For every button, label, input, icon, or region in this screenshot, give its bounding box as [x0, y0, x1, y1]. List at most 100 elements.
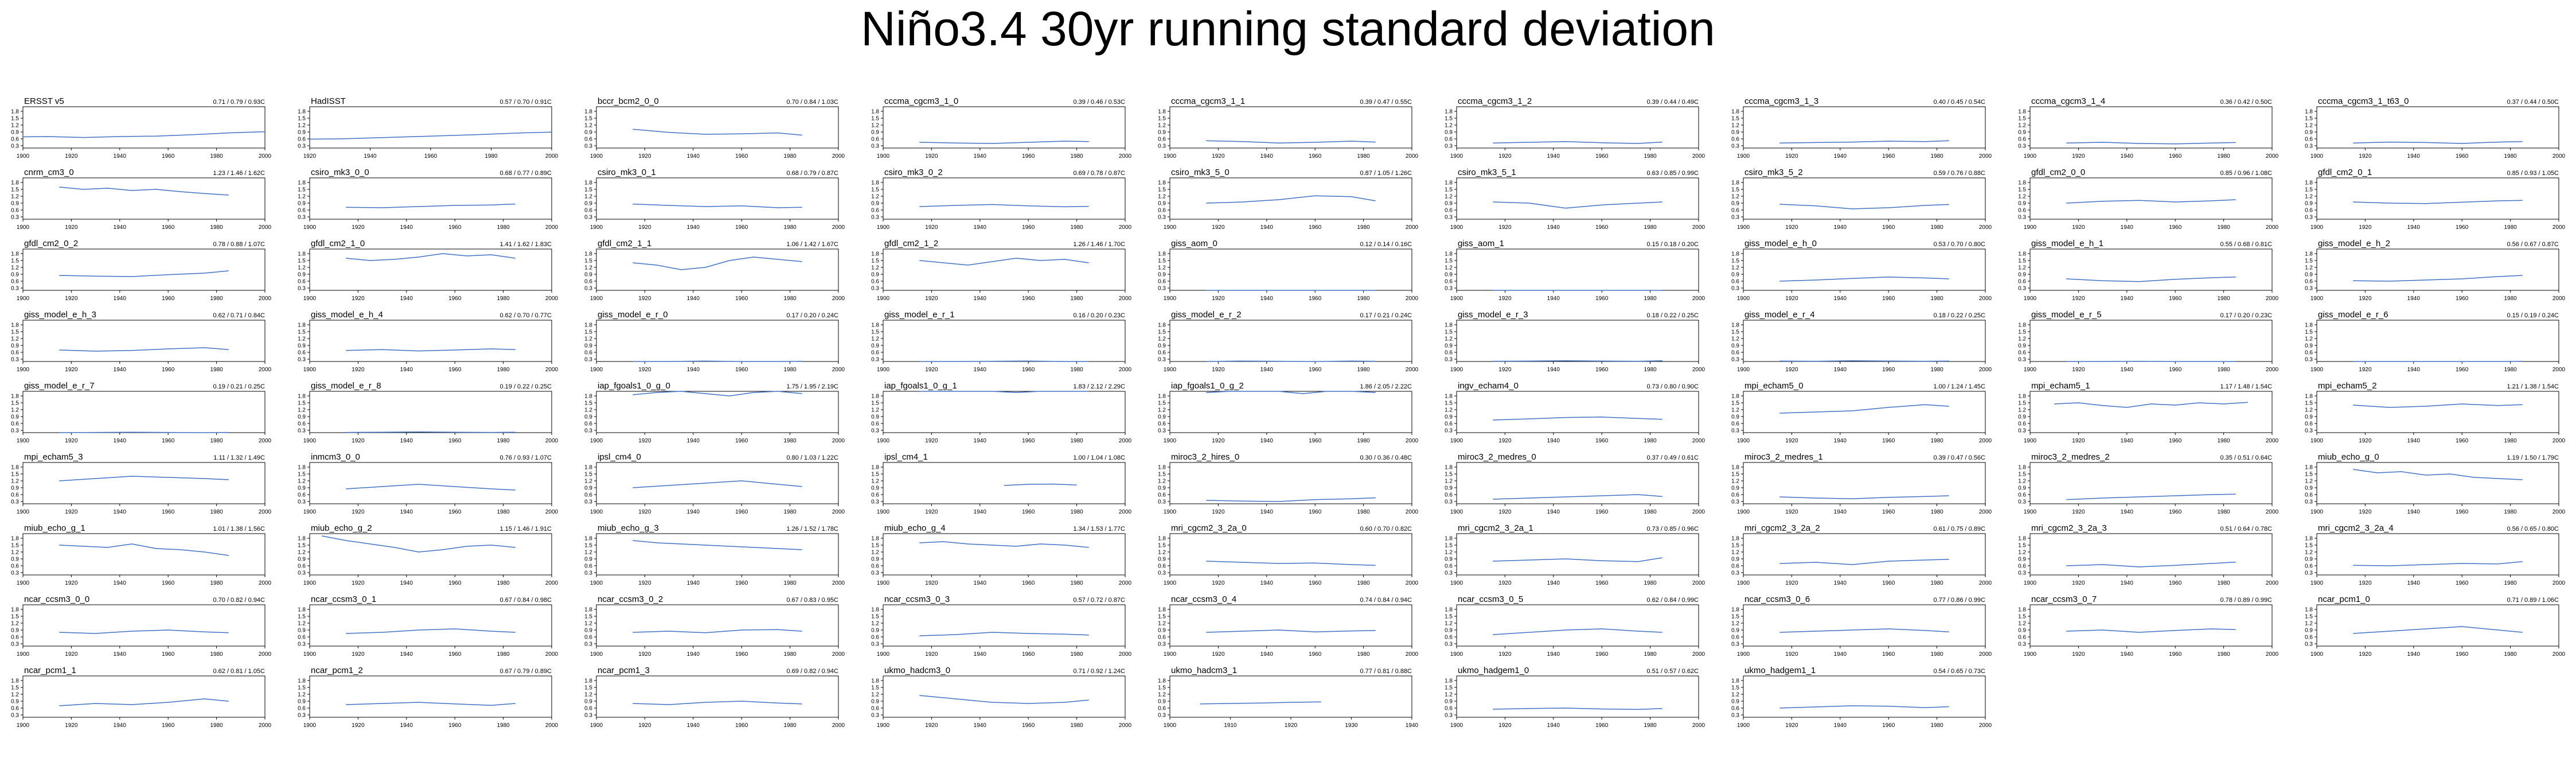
y-tick-label: 0.6: [871, 635, 879, 641]
y-tick-label: 1.5: [871, 685, 879, 691]
y-tick-label: 0.9: [1731, 485, 1739, 492]
y-tick-label: 1.5: [11, 258, 19, 265]
panel-frame: [1456, 320, 1699, 362]
panel: mri_cgcm2_3_2a_3 0.51 / 0.64 / 0.78C0.30.…: [2018, 523, 2278, 586]
x-tick-label: 1960: [448, 367, 462, 373]
x-tick-label: 1960: [2456, 296, 2469, 302]
series-line: [919, 204, 1089, 208]
x-tick-label: 1910: [1224, 722, 1237, 729]
panel-frame: [1456, 462, 1699, 504]
y-tick-label: 1.2: [11, 194, 19, 200]
x-tick-label: 1940: [2121, 224, 2134, 231]
panel-title: ncar_pcm1_0: [2318, 594, 2370, 604]
x-tick-label: 1920: [2359, 509, 2372, 515]
y-tick-label: 1.2: [2305, 265, 2313, 271]
y-tick-label: 1.2: [11, 407, 19, 414]
y-tick-label: 0.9: [871, 201, 879, 207]
panel-title: mri_cgcm2_3_2a_3: [2031, 523, 2107, 533]
series-line: [633, 629, 802, 633]
y-tick-label: 1.8: [1731, 536, 1739, 542]
x-tick-label: 1980: [1644, 153, 1657, 160]
x-tick-label: 1920: [925, 153, 938, 160]
panel-frame: [309, 533, 552, 576]
panel-frame: [883, 533, 1126, 576]
x-tick-label: 2000: [2266, 509, 2279, 515]
y-tick-label: 1.5: [1158, 543, 1166, 549]
x-tick-label: 2000: [259, 153, 272, 160]
y-tick-label: 1.8: [1731, 678, 1739, 685]
panel: gfdl_cm2_1_2 1.26 / 1.46 / 1.70C 0.30.60.9…: [871, 239, 1131, 302]
y-tick-label: 1.2: [871, 123, 879, 129]
series-line: [2066, 493, 2236, 500]
panel-stats: 0.37 / 0.49 / 0.61C: [1646, 454, 1699, 461]
x-tick-label: 1980: [1070, 651, 1083, 658]
y-tick-label: 0.9: [1445, 628, 1453, 634]
series-line: [59, 698, 229, 706]
x-tick-label: 1900: [1737, 580, 1750, 586]
y-tick-label: 0.9: [871, 130, 879, 136]
panel-stats: 0.62 / 0.71 / 0.84C: [213, 312, 265, 319]
x-tick-label: 2000: [1692, 722, 1705, 729]
y-tick-label: 0.6: [1158, 279, 1166, 285]
panel-title: ukmo_hadcm3_0: [884, 666, 950, 675]
x-tick-label: 1900: [877, 153, 890, 160]
y-tick-label: 1.8: [871, 109, 879, 115]
x-tick-label: 1960: [1309, 367, 1322, 373]
y-tick-label: 1.2: [871, 336, 879, 343]
series-line: [346, 253, 516, 261]
x-tick-label: 2000: [2552, 509, 2566, 515]
x-tick-label: 1900: [303, 580, 317, 586]
y-tick-label: 0.6: [2305, 208, 2313, 214]
x-tick-label: 2000: [1692, 153, 1705, 160]
x-tick-label: 1980: [1644, 580, 1657, 586]
y-tick-label: 1.5: [298, 401, 306, 407]
x-tick-label: 1900: [17, 722, 30, 729]
y-tick-label: 0.9: [871, 628, 879, 634]
y-tick-label: 0.3: [1445, 286, 1453, 292]
y-tick-label: 1.5: [584, 614, 592, 620]
x-tick-label: 2000: [1406, 153, 1419, 160]
series-line: [59, 347, 229, 352]
x-tick-label: 1900: [877, 438, 890, 444]
y-tick-label: 1.5: [298, 614, 306, 620]
panel: gfdl_cm2_0_1 0.85 / 0.93 / 1.05C 0.30.60.9…: [2305, 168, 2565, 231]
x-tick-label: 1960: [1022, 224, 1035, 231]
panel-stats: 0.62 / 0.81 / 1.05C: [213, 668, 265, 675]
y-tick-label: 1.8: [1731, 394, 1739, 400]
x-tick-label: 1960: [1309, 509, 1322, 515]
panel-title: giss_aom_0: [1171, 239, 1217, 248]
x-tick-label: 1920: [1785, 153, 1798, 160]
y-tick-label: 1.2: [1731, 621, 1739, 627]
x-tick-label: 1900: [2310, 509, 2324, 515]
panel-title: giss_model_e_r_5: [2031, 310, 2102, 320]
y-tick-label: 1.2: [1445, 123, 1453, 129]
y-tick-label: 0.6: [1731, 350, 1739, 356]
y-tick-label: 0.6: [1158, 350, 1166, 356]
x-tick-label: 1980: [210, 509, 223, 515]
y-tick-label: 1.8: [1731, 251, 1739, 258]
y-tick-label: 0.3: [871, 286, 879, 292]
x-tick-label: 1980: [1357, 438, 1370, 444]
x-tick-label: 1900: [590, 509, 603, 515]
y-tick-label: 0.3: [11, 570, 19, 577]
series-line: [633, 129, 802, 136]
series-line: [2353, 200, 2523, 204]
x-tick-label: 1940: [687, 722, 700, 729]
y-tick-label: 1.2: [1731, 123, 1739, 129]
x-tick-label: 1960: [735, 296, 748, 302]
x-tick-label: 1900: [2310, 580, 2324, 586]
x-tick-label: 1900: [2310, 296, 2324, 302]
x-tick-label: 1940: [1834, 296, 1847, 302]
series-line: [1493, 417, 1662, 421]
y-tick-label: 0.6: [584, 706, 592, 712]
panel-title: giss_aom_1: [1458, 239, 1504, 248]
x-tick-label: 1900: [17, 580, 30, 586]
series-line: [1493, 201, 1662, 209]
series-line: [633, 256, 802, 270]
panel: ncar_pcm1_1 0.62 / 0.81 / 1.05C0.30.60.91…: [11, 666, 271, 729]
panel: giss_aom_1 0.15 / 0.18 / 0.20C0.30.60.91.…: [1445, 239, 1705, 302]
x-tick-label: 1960: [448, 722, 462, 729]
x-tick-label: 1900: [877, 509, 890, 515]
y-tick-label: 1.5: [2018, 258, 2026, 265]
panel-title: giss_model_e_r_3: [1458, 310, 1528, 320]
